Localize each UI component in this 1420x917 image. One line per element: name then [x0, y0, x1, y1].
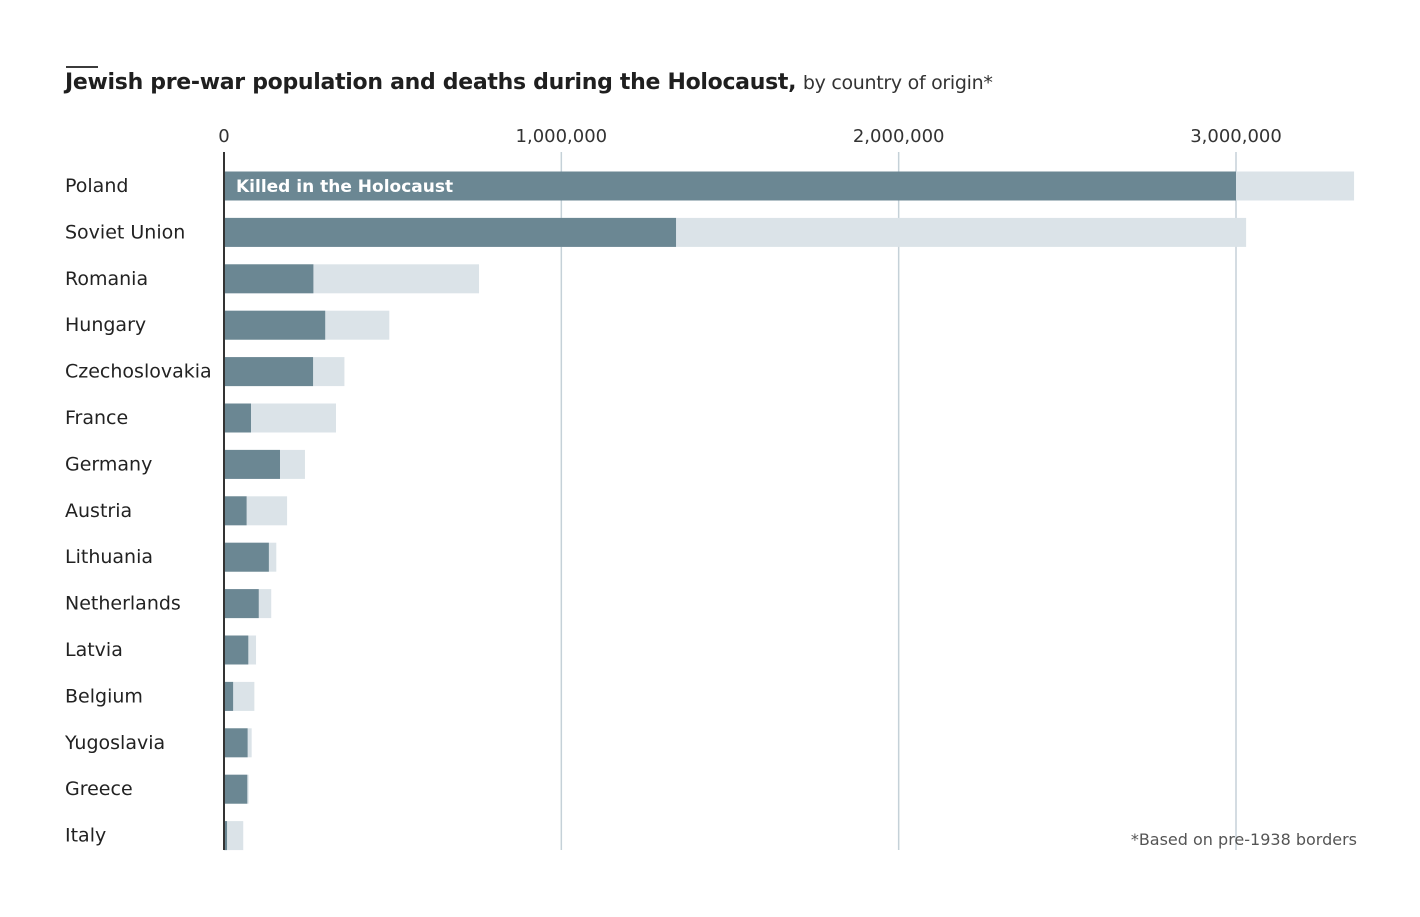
x-tick-label: 0: [218, 126, 229, 147]
category-labels: Poland Soviet Union Romania Hungary Czechosl…: [64, 175, 212, 847]
x-tick-label: 1,000,000: [516, 126, 608, 147]
bar-killed: [224, 171, 1236, 201]
bar-killed: [224, 635, 249, 665]
category-label: France: [65, 407, 128, 429]
category-label: Poland: [65, 175, 128, 197]
bar-killed: [224, 728, 248, 758]
chart-title: Jewish pre-war population and deaths dur…: [65, 70, 993, 95]
category-label: Soviet Union: [65, 221, 185, 243]
category-label: Yugoslavia: [64, 732, 165, 754]
bar-population: [224, 821, 244, 851]
category-label: Belgium: [65, 685, 143, 707]
category-label: Romania: [65, 268, 148, 290]
chart-title-sub: by country of origin*: [802, 72, 993, 94]
bars: [224, 171, 1355, 851]
bar-killed: [224, 821, 228, 851]
bar-killed: [224, 310, 326, 340]
category-label: Greece: [65, 778, 133, 800]
x-tick-label: 3,000,000: [1190, 126, 1282, 147]
category-label: Netherlands: [65, 593, 181, 615]
category-label: Germany: [65, 453, 152, 475]
gridlines: [560, 152, 1237, 850]
x-tick-label: 2,000,000: [853, 126, 945, 147]
bar-killed: [224, 542, 269, 572]
chart-title-main: Jewish pre-war population and deaths dur…: [65, 70, 797, 95]
bar-killed: [224, 449, 280, 479]
category-label: Czechoslovakia: [65, 361, 212, 383]
category-label: Hungary: [65, 314, 146, 336]
x-tick-labels: 0 1,000,000 2,000,000 3,000,000: [218, 126, 1282, 147]
killed-annotation-label: Killed in the Holocaust: [236, 177, 453, 197]
title-rule: [66, 66, 98, 68]
bar-killed: [224, 357, 314, 387]
bar-killed: [224, 217, 677, 247]
footnote: *Based on pre-1938 borders: [1130, 830, 1357, 849]
bar-killed: [224, 496, 247, 526]
bar-killed: [224, 774, 248, 804]
category-label: Austria: [65, 500, 132, 522]
bar-killed: [224, 681, 234, 711]
category-label: Latvia: [65, 639, 123, 661]
bar-killed: [224, 589, 259, 619]
bar-killed: [224, 403, 251, 433]
category-label: Lithuania: [65, 546, 153, 568]
bar-killed: [224, 264, 314, 294]
category-label: Italy: [65, 825, 106, 847]
